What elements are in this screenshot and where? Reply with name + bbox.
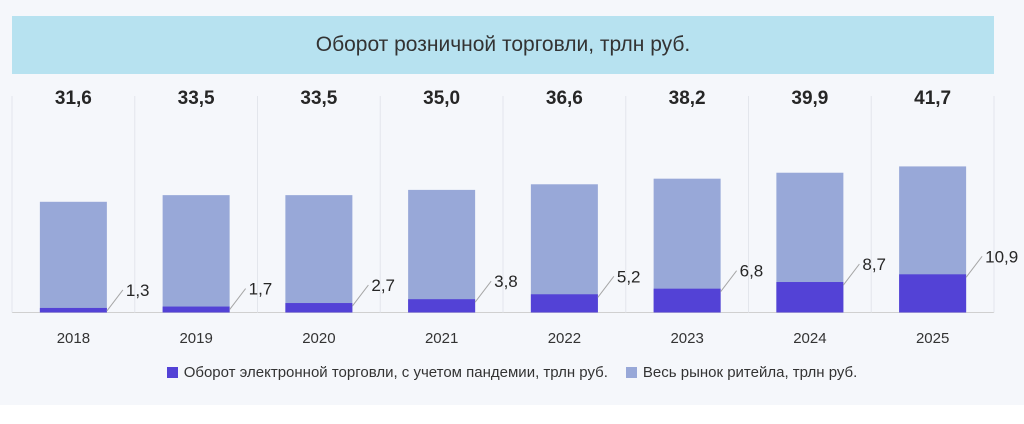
ecommerce-value-label: 1,7 — [249, 280, 273, 299]
ecommerce-value-label: 10,9 — [985, 247, 1018, 266]
legend-label: Весь рынок ритейла, трлн руб. — [642, 364, 858, 381]
total-value-label: 39,9 — [791, 88, 828, 109]
total-value-label: 31,6 — [55, 88, 92, 109]
chart-legend: Оборот электронной торговли, с учетом па… — [0, 364, 1024, 381]
bar-ecommerce-2018 — [39, 307, 107, 313]
ecommerce-value-label: 6,8 — [740, 262, 764, 281]
ecommerce-value-label: 2,7 — [371, 276, 395, 295]
ecommerce-value-label: 3,8 — [494, 272, 518, 291]
ecommerce-leader-line — [351, 284, 369, 307]
total-value-label: 41,7 — [914, 88, 951, 109]
x-tick-label: 2023 — [670, 330, 703, 347]
total-value-label: 33,5 — [300, 88, 337, 109]
ecommerce-leader-line — [474, 280, 492, 303]
total-value-label: 33,5 — [178, 88, 215, 109]
x-tick-label: 2019 — [179, 330, 212, 347]
total-value-label: 36,6 — [546, 88, 583, 109]
x-tick-label: 2022 — [548, 330, 581, 347]
bar-total-2020 — [285, 195, 353, 313]
ecommerce-value-label: 8,7 — [862, 255, 886, 274]
total-value-label: 35,0 — [423, 88, 460, 109]
ecommerce-leader-line — [597, 275, 615, 298]
x-tick-label: 2024 — [793, 330, 826, 347]
legend-item: Оборот электронной торговли, с учетом па… — [166, 364, 608, 381]
bar-ecommerce-2023 — [653, 288, 721, 313]
bar-total-2021 — [408, 189, 476, 313]
bar-ecommerce-2019 — [162, 306, 230, 313]
legend-swatch — [166, 367, 178, 378]
bar-ecommerce-2021 — [408, 299, 476, 313]
bar-ecommerce-2020 — [285, 303, 353, 313]
bar-total-2018 — [39, 201, 107, 313]
ecommerce-leader-line — [720, 270, 738, 292]
bar-ecommerce-2024 — [776, 282, 844, 313]
ecommerce-value-label: 1,3 — [126, 281, 150, 300]
bar-total-2019 — [162, 195, 230, 313]
legend-swatch — [625, 367, 637, 378]
ecommerce-leader-line — [965, 256, 983, 278]
total-value-label: 38,2 — [669, 88, 706, 109]
ecommerce-leader-line — [842, 263, 860, 286]
bar-ecommerce-2025 — [899, 274, 967, 313]
x-tick-label: 2021 — [425, 330, 458, 347]
bar-ecommerce-2022 — [530, 294, 598, 313]
ecommerce-leader-line — [229, 288, 247, 310]
ecommerce-leader-line — [106, 289, 124, 312]
x-tick-label: 2025 — [916, 330, 949, 347]
x-tick-label: 2020 — [302, 330, 335, 347]
legend-item: Весь рынок ритейла, трлн руб. — [625, 364, 858, 381]
chart-title: Оборот розничной торговли, трлн руб. — [12, 16, 994, 74]
legend-label: Оборот электронной торговли, с учетом па… — [183, 364, 608, 381]
x-tick-label: 2018 — [57, 330, 90, 347]
bar-total-2022 — [530, 184, 598, 313]
ecommerce-value-label: 5,2 — [617, 267, 641, 286]
